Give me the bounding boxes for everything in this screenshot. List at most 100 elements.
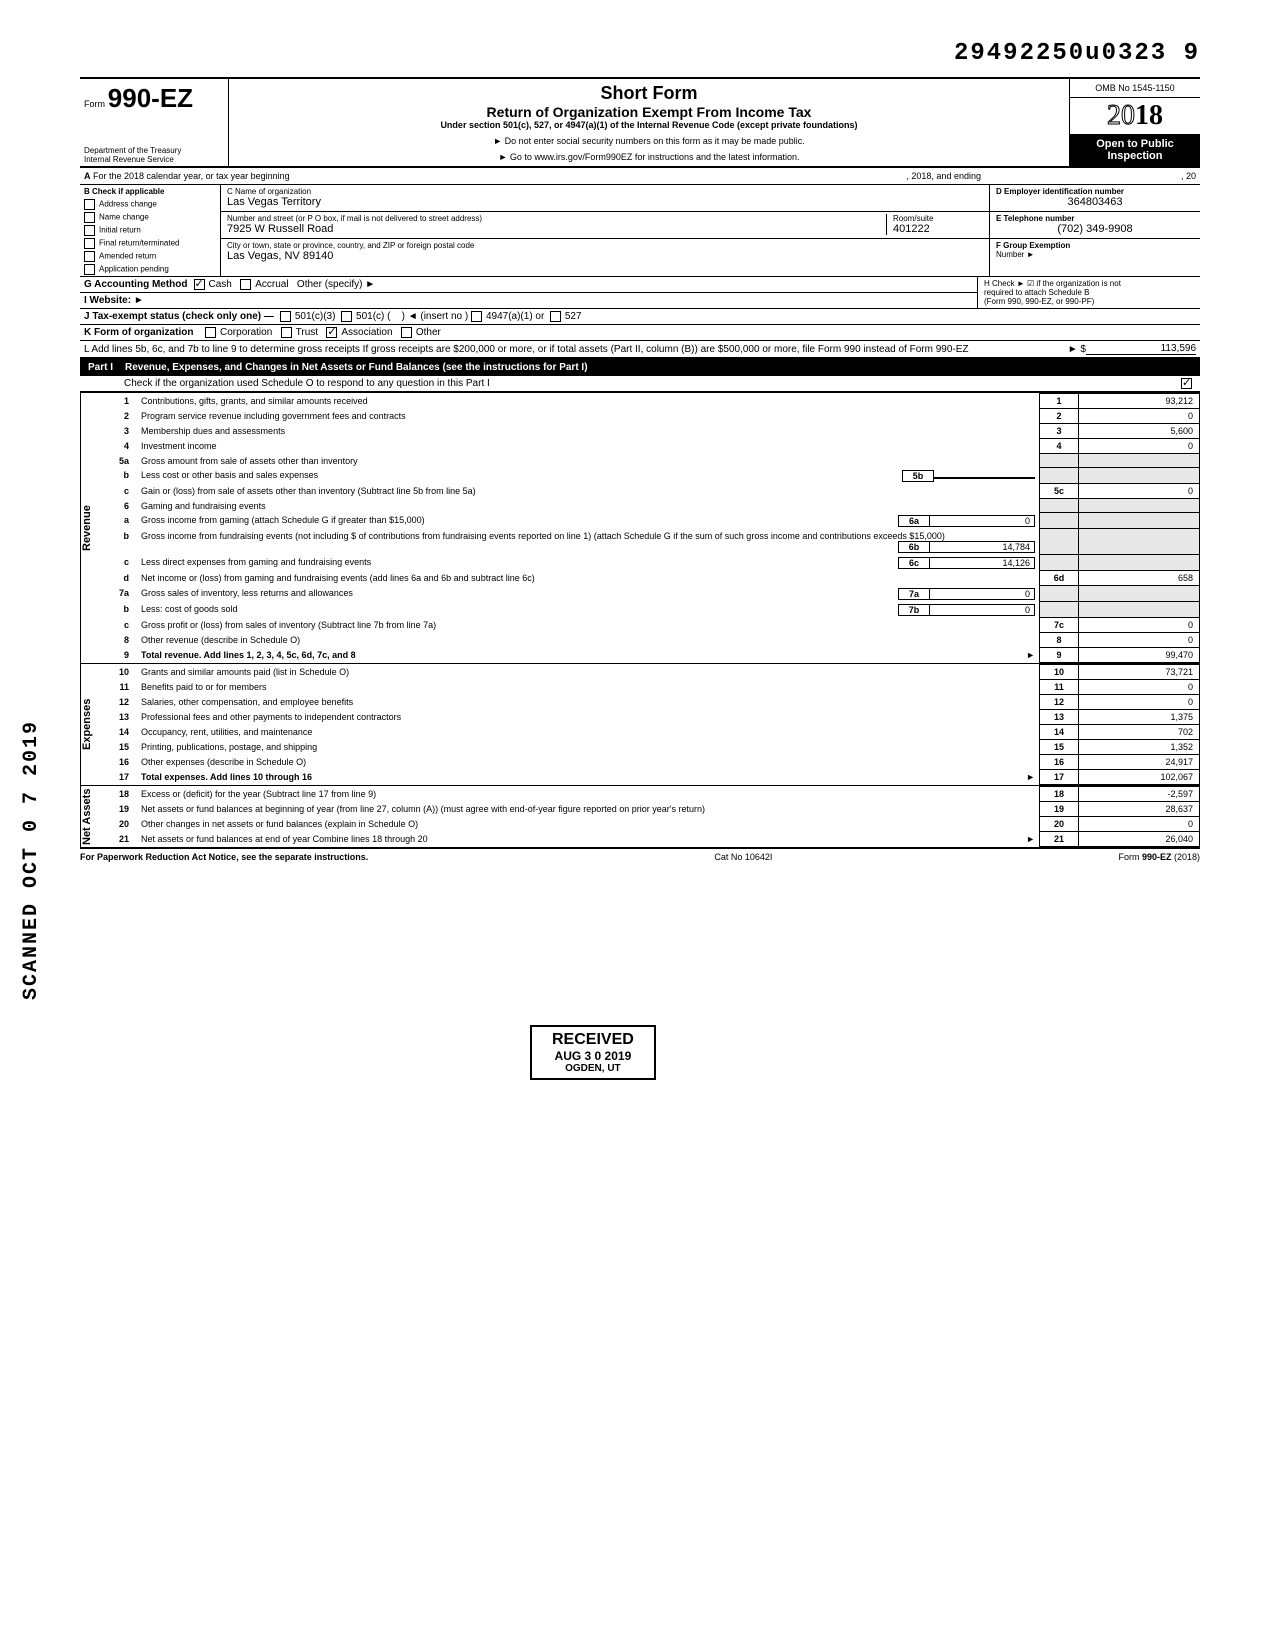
- addr-value: 7925 W Russell Road: [227, 223, 886, 235]
- row-a-text1: For the 2018 calendar year, or tax year …: [93, 171, 290, 181]
- chk-amended-return[interactable]: [84, 251, 95, 262]
- received-stamp: RECEIVED AUG 3 0 2019 OGDEN, UT: [530, 1025, 656, 1080]
- chk-initial-return[interactable]: [84, 225, 95, 236]
- line7c-amt: 0: [1079, 618, 1200, 633]
- line6a-iamt: 0: [930, 515, 1035, 527]
- col-b-checkboxes: B Check if applicable Address change Nam…: [80, 185, 221, 276]
- netassets-block: Net Assets 18Excess or (deficit) for the…: [80, 785, 1200, 849]
- line3-amt: 5,600: [1079, 424, 1200, 439]
- room-label: Room/suite: [893, 214, 983, 223]
- dln-stamp: 29492250u0323 9: [80, 40, 1200, 67]
- line13-amt: 1,375: [1079, 710, 1200, 725]
- row-a-text3: , 20: [1181, 171, 1196, 181]
- line8-amt: 0: [1079, 633, 1200, 648]
- form-header: Form 990-EZ Department of the Treasury I…: [80, 77, 1200, 168]
- chk-schedule-o[interactable]: [1181, 378, 1192, 389]
- col-def: D Employer identification number 3648034…: [989, 185, 1200, 276]
- form-number: 990-EZ: [108, 83, 193, 113]
- ein-value: 364803463: [996, 196, 1194, 208]
- row-l: L Add lines 5b, 6c, and 7b to line 9 to …: [80, 341, 1200, 359]
- footer: For Paperwork Reduction Act Notice, see …: [80, 849, 1200, 862]
- line7a-iamt: 0: [930, 588, 1035, 600]
- row-g-label: G Accounting Method: [84, 279, 188, 290]
- line18-amt: -2,597: [1079, 787, 1200, 802]
- note-url: ► Go to www.irs.gov/Form990EZ for instru…: [237, 152, 1061, 162]
- row-j: J Tax-exempt status (check only one) — 5…: [80, 309, 1200, 325]
- room-value: 401222: [893, 223, 983, 235]
- line19-amt: 28,637: [1079, 802, 1200, 817]
- chk-501c[interactable]: [341, 311, 352, 322]
- line7b-iamt: 0: [930, 604, 1035, 616]
- line14-amt: 702: [1079, 725, 1200, 740]
- line1-amt: 93,212: [1079, 394, 1200, 409]
- org-name-label: C Name of organization: [227, 187, 983, 196]
- line21-amt: 26,040: [1079, 832, 1200, 847]
- chk-accrual[interactable]: [240, 279, 251, 290]
- col-c-identity: C Name of organization Las Vegas Territo…: [221, 185, 989, 276]
- line10-amt: 73,721: [1079, 665, 1200, 680]
- row-a-label: A: [84, 171, 91, 181]
- side-netassets: Net Assets: [80, 786, 99, 847]
- title-main: Return of Organization Exempt From Incom…: [237, 104, 1061, 120]
- chk-cash[interactable]: [194, 279, 205, 290]
- line17-amt: 102,067: [1079, 770, 1200, 785]
- chk-name-change[interactable]: [84, 212, 95, 223]
- org-name: Las Vegas Territory: [227, 196, 983, 208]
- row-a-text2: , 2018, and ending: [906, 171, 981, 181]
- line20-amt: 0: [1079, 817, 1200, 832]
- line5c-amt: 0: [1079, 484, 1200, 499]
- city-label: City or town, state or province, country…: [227, 241, 983, 250]
- chk-corp[interactable]: [205, 327, 216, 338]
- title-sub: Under section 501(c), 527, or 4947(a)(1)…: [237, 120, 1061, 130]
- line11-amt: 0: [1079, 680, 1200, 695]
- chk-app-pending[interactable]: [84, 264, 95, 275]
- side-revenue: Revenue: [80, 393, 99, 663]
- form-prefix: Form: [84, 99, 105, 109]
- row-i-label: I Website: ►: [84, 295, 144, 306]
- open-public: Open to Public Inspection: [1070, 134, 1200, 166]
- note-ssn: ► Do not enter social security numbers o…: [237, 136, 1061, 146]
- phone-label: E Telephone number: [996, 214, 1194, 223]
- side-expenses: Expenses: [80, 664, 99, 785]
- line16-amt: 24,917: [1079, 755, 1200, 770]
- chk-501c3[interactable]: [280, 311, 291, 322]
- chk-other-org[interactable]: [401, 327, 412, 338]
- scanned-stamp: SCANNED OCT 0 7 2019: [20, 720, 43, 1000]
- part1-header: Part I Revenue, Expenses, and Changes in…: [80, 359, 1200, 376]
- cat-no: Cat No 10642I: [714, 852, 772, 862]
- col-b-header: B Check if applicable: [80, 185, 220, 198]
- line2-amt: 0: [1079, 409, 1200, 424]
- paperwork-notice: For Paperwork Reduction Act Notice, see …: [80, 852, 368, 862]
- row-h: H Check ► ☑ if the organization is not r…: [977, 277, 1200, 308]
- phone-value: (702) 349-9908: [996, 223, 1194, 235]
- chk-assoc[interactable]: [326, 327, 337, 338]
- line4-amt: 0: [1079, 439, 1200, 454]
- city-value: Las Vegas, NV 89140: [227, 250, 983, 262]
- line6b-iamt: 14,784: [930, 541, 1035, 553]
- tax-year: 2018: [1070, 98, 1200, 134]
- line15-amt: 1,352: [1079, 740, 1200, 755]
- line12-amt: 0: [1079, 695, 1200, 710]
- chk-final-return[interactable]: [84, 238, 95, 249]
- chk-trust[interactable]: [281, 327, 292, 338]
- expenses-block: Expenses 10Grants and similar amounts pa…: [80, 663, 1200, 785]
- dept-label: Department of the Treasury Internal Reve…: [84, 146, 181, 164]
- omb-number: OMB No 1545-1150: [1070, 79, 1200, 98]
- form-ref: Form 990-EZ (2018): [1118, 852, 1200, 862]
- chk-4947[interactable]: [471, 311, 482, 322]
- addr-label: Number and street (or P O box, if mail i…: [227, 214, 886, 223]
- line6d-amt: 658: [1079, 571, 1200, 586]
- chk-527[interactable]: [550, 311, 561, 322]
- title-short: Short Form: [237, 83, 1061, 104]
- line6c-iamt: 14,126: [930, 557, 1035, 569]
- group-exempt-sub: Number ►: [996, 250, 1194, 259]
- ein-label: D Employer identification number: [996, 187, 1194, 196]
- part1-check: Check if the organization used Schedule …: [80, 376, 1200, 392]
- group-exempt-label: F Group Exemption: [996, 241, 1194, 250]
- revenue-block: Revenue 1Contributions, gifts, grants, a…: [80, 392, 1200, 663]
- gross-receipts: 113,596: [1086, 343, 1196, 355]
- row-k: K Form of organization Corporation Trust…: [80, 325, 1200, 341]
- line9-amt: 99,470: [1079, 648, 1200, 663]
- entity-section: B Check if applicable Address change Nam…: [80, 185, 1200, 277]
- chk-address-change[interactable]: [84, 199, 95, 210]
